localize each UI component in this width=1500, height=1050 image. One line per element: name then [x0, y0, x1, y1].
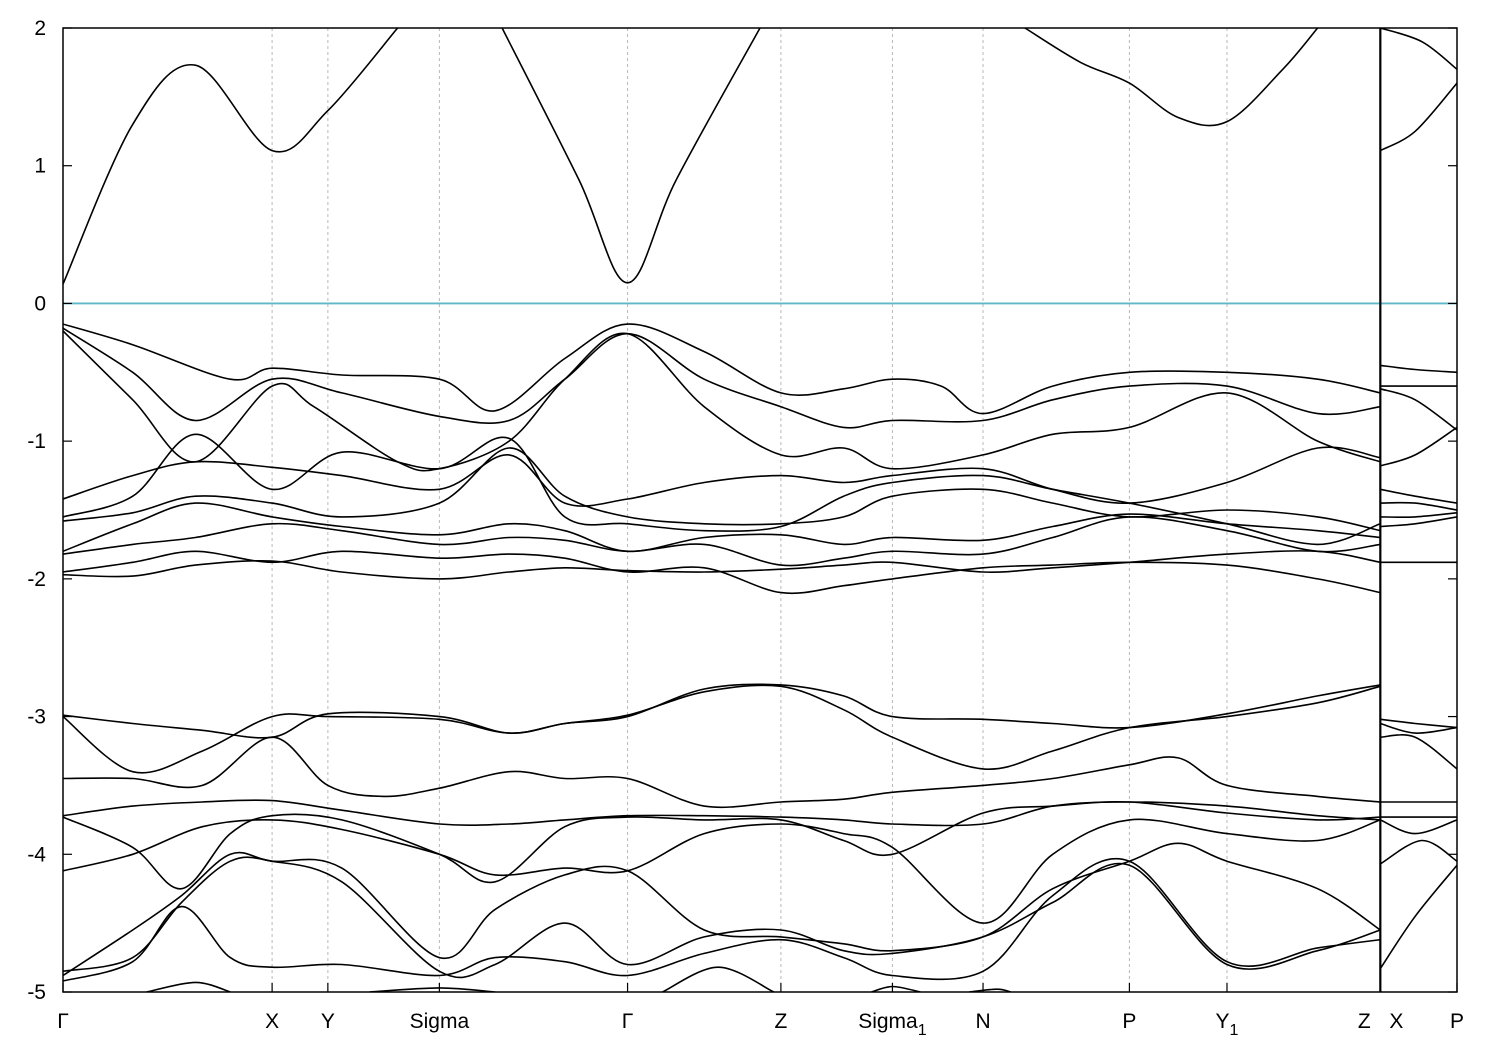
- band-line: [662, 966, 775, 992]
- band-line: [1380, 426, 1457, 467]
- plot-frame: [62, 27, 1458, 993]
- band-line: [1024, 28, 1319, 127]
- band-line: [1380, 718, 1457, 729]
- k-point-label: P: [1122, 1010, 1136, 1033]
- band-line: [63, 516, 1381, 567]
- band-line: [1380, 388, 1457, 431]
- band-line: [63, 799, 1381, 827]
- band-line: [1380, 734, 1457, 770]
- band-line: [1380, 516, 1457, 528]
- k-point-label: N: [975, 1010, 990, 1033]
- band-line: [63, 330, 1381, 472]
- k-point-label: Y: [321, 1010, 335, 1033]
- band-line: [63, 683, 1381, 739]
- band-line: [63, 550, 1381, 580]
- band-line: [63, 856, 1381, 979]
- band-line: [63, 842, 1381, 977]
- band-line: [63, 800, 1381, 890]
- band-line: [63, 684, 1381, 774]
- band-line: [1379, 839, 1457, 865]
- band-line: [501, 28, 761, 284]
- k-point-label: Z: [774, 1010, 787, 1033]
- k-point-label: X: [1389, 1010, 1403, 1033]
- y-tick-label: -1: [27, 430, 46, 453]
- band-line: [1380, 364, 1457, 374]
- band-line: [871, 985, 921, 992]
- band-line: [63, 28, 399, 285]
- band-line: [63, 818, 1381, 924]
- band-lines: [63, 28, 1457, 992]
- k-point-label: Y1: [1216, 1010, 1239, 1039]
- y-tick-label: -2: [27, 568, 46, 591]
- band-line: [63, 736, 1381, 809]
- band-line: [63, 502, 1381, 553]
- band-line: [146, 981, 231, 992]
- band-line: [969, 988, 1012, 992]
- band-line: [1380, 488, 1457, 504]
- y-axis-ticks: -5 -4 -3 -2 -1 0 1 2: [27, 17, 1457, 1004]
- band-line: [1380, 722, 1457, 734]
- band-line: [1380, 28, 1457, 70]
- y-tick-label: 0: [34, 292, 46, 315]
- k-point-label: X: [265, 1010, 279, 1033]
- band-line: [1380, 501, 1457, 511]
- k-point-label: P: [1450, 1010, 1464, 1033]
- k-point-label: Sigma: [410, 1010, 470, 1033]
- k-point-label: Sigma1: [858, 1010, 927, 1039]
- band-line: [63, 327, 1381, 429]
- band-line: [63, 857, 1381, 982]
- plot-border: [62, 27, 1458, 993]
- k-point-label: Γ: [622, 1010, 634, 1033]
- band-line: [1379, 864, 1457, 970]
- y-tick-label: -3: [27, 706, 46, 729]
- x-axis-labels: Γ X Y Sigma Γ Z Sigma1 N P Y1 Z X P: [57, 983, 1464, 1039]
- band-line: [1380, 512, 1457, 519]
- band-line: [63, 446, 1381, 507]
- band-line: [1379, 819, 1457, 835]
- y-tick-label: -4: [27, 843, 46, 866]
- k-point-label: Γ: [57, 1010, 69, 1033]
- y-tick-label: 2: [34, 17, 46, 40]
- y-tick-label: 1: [34, 155, 46, 178]
- k-point-label: Z: [1358, 1010, 1371, 1033]
- band-line: [63, 323, 1381, 415]
- y-tick-label: -5: [27, 981, 46, 1004]
- band-line: [63, 433, 1381, 546]
- band-line: [1379, 82, 1457, 152]
